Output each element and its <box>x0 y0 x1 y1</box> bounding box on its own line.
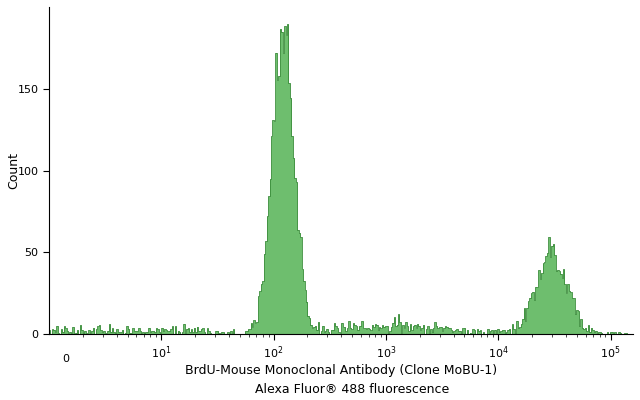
X-axis label: BrdU-Mouse Monoclonal Antibody (Clone MoBU-1): BrdU-Mouse Monoclonal Antibody (Clone Mo… <box>185 364 497 377</box>
Text: 0: 0 <box>62 354 69 364</box>
Y-axis label: Count: Count <box>7 152 20 189</box>
Text: Alexa Fluor® 488 fluorescence: Alexa Fluor® 488 fluorescence <box>255 383 449 396</box>
